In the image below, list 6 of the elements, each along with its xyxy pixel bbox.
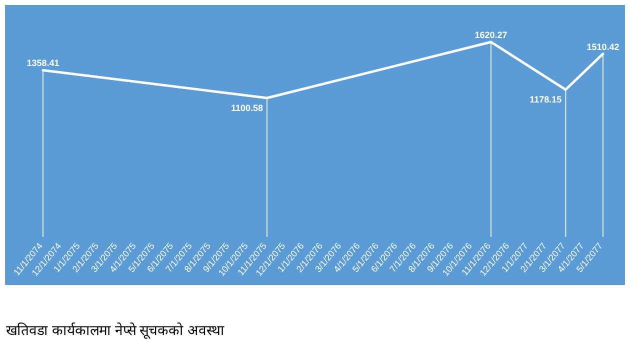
data-label: 1178.15 [530,94,562,105]
data-label: 1358.41 [26,58,60,68]
data-label: 1620.27 [474,30,508,40]
data-label: 1510.42 [586,42,620,52]
data-label: 1100.58 [230,103,263,113]
text: खतिवडा कार्यकालमा नेप्से सूचकको अवस्था [6,322,225,339]
